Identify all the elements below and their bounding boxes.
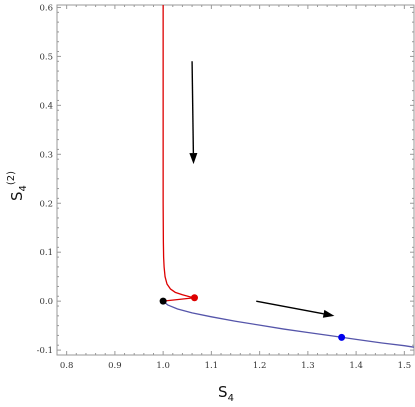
x-tick-label: 1.5 bbox=[398, 361, 412, 371]
tick-labels: 0.8 0.9 1.0 1.1 1.2 1.3 1.4 1.5 -0.1 0.0 0.1 0.2 0.3… bbox=[37, 3, 412, 371]
y-axis-title-sub: 4 bbox=[18, 185, 29, 191]
x-tick-label: 1.3 bbox=[301, 361, 315, 371]
series-line-red-0 bbox=[162, 5, 195, 299]
y-tick-label: 0.2 bbox=[39, 199, 53, 209]
arrow-head-0 bbox=[189, 153, 198, 165]
x-axis-title-sub: 4 bbox=[228, 393, 234, 404]
point-red bbox=[190, 294, 198, 302]
x-tick-label: 1.4 bbox=[349, 361, 363, 371]
points bbox=[159, 294, 346, 341]
x-tick-label: 1.2 bbox=[253, 361, 267, 371]
x-axis-title: S4 bbox=[218, 383, 234, 404]
x-tick-label: 1.1 bbox=[205, 361, 219, 371]
arrow-shaft-0 bbox=[191, 61, 195, 154]
x-tick-label: 0.9 bbox=[108, 361, 122, 371]
series-line-red-1 bbox=[163, 297, 195, 302]
y-tick-label: 0.5 bbox=[39, 52, 53, 62]
y-axis-title: S4(2) bbox=[6, 171, 29, 201]
x-tick-label: 0.8 bbox=[60, 361, 74, 371]
point-blue bbox=[338, 333, 346, 341]
y-tick-label: 0.1 bbox=[39, 248, 53, 258]
y-tick-label: 0.6 bbox=[39, 3, 53, 13]
arrow-head-1 bbox=[322, 309, 335, 318]
x-axis-title-main: S bbox=[218, 383, 228, 401]
y-tick-label: 0.4 bbox=[39, 101, 53, 111]
ticks bbox=[56, 5, 415, 356]
series-lines bbox=[162, 5, 415, 348]
plot-frame bbox=[56, 4, 415, 356]
y-tick-label: -0.1 bbox=[37, 346, 53, 356]
x-tick-label: 1.0 bbox=[156, 361, 170, 371]
point-black bbox=[159, 297, 167, 305]
y-axis-title-main: S bbox=[8, 192, 26, 202]
y-tick-label: 0.0 bbox=[39, 297, 53, 307]
series-line-blue-2 bbox=[162, 300, 415, 348]
y-axis-title-sup: (2) bbox=[6, 171, 17, 185]
arrows bbox=[189, 61, 335, 318]
y-tick-label: 0.3 bbox=[39, 150, 53, 160]
arrow-shaft-1 bbox=[256, 300, 324, 315]
